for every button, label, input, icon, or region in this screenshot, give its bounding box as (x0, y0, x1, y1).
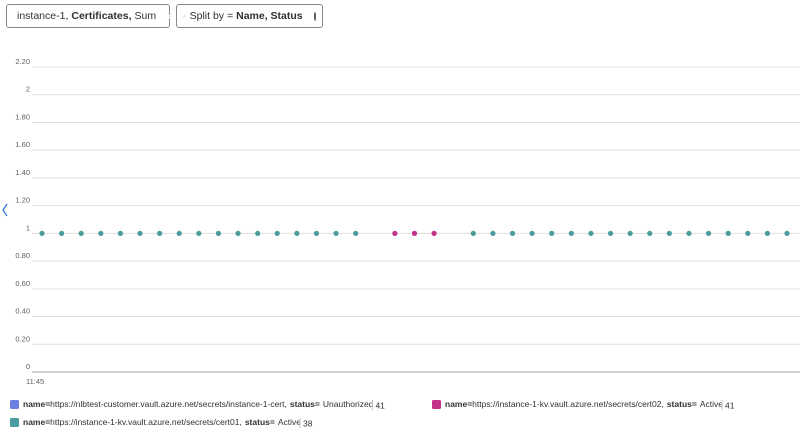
y-tick-label: 0 (26, 362, 30, 371)
scroll-left[interactable] (2, 203, 8, 217)
point (549, 230, 555, 236)
point (313, 230, 320, 236)
point (353, 230, 359, 236)
y-tick-label: 0.40 (15, 307, 30, 316)
point (725, 230, 731, 236)
y-tick-label: 2.20 (15, 57, 30, 66)
point (588, 230, 594, 236)
point (215, 230, 222, 236)
point (705, 230, 712, 236)
pill-bold: Certificates, (71, 10, 132, 22)
point (137, 230, 143, 236)
point (784, 230, 790, 236)
legend-name: https://nlbtest-customer.vault.azure.net… (50, 399, 287, 409)
point (509, 230, 516, 236)
point (529, 230, 535, 236)
legend-label: name=https://instance-1-kv.vault.azure.n… (23, 417, 301, 427)
legend-name: https://instance-1-kv.vault.azure.net/se… (472, 399, 664, 409)
point (764, 230, 770, 236)
point (490, 230, 496, 236)
point (255, 230, 261, 236)
split-pill[interactable]: Split by = Name, Status (176, 4, 323, 28)
point (78, 230, 84, 236)
point (117, 230, 124, 236)
point (59, 230, 65, 236)
legend-key: status= (290, 399, 320, 409)
y-tick-label: 1.60 (15, 140, 30, 149)
legend-status: Unauthorized (323, 399, 374, 409)
legend-label: name=https://nlbtest-customer.vault.azur… (23, 399, 374, 409)
legend-swatch (10, 418, 19, 427)
point (235, 230, 241, 236)
x-tick-label: 11:45 (26, 377, 44, 386)
point (568, 230, 574, 236)
point (157, 230, 163, 236)
point (647, 230, 653, 236)
legend-label: name=https://instance-1-kv.vault.azure.n… (445, 399, 723, 409)
legend-key: name= (23, 399, 50, 409)
y-tick-label: 1.40 (15, 168, 30, 177)
legend-total: 38 (303, 418, 313, 428)
y-tick-label: 1 (26, 223, 30, 232)
point (627, 230, 633, 236)
legend-swatch (10, 400, 19, 409)
point (686, 230, 692, 236)
metric-pill[interactable]: instance-1, Certificates, Sum (6, 4, 170, 28)
point (666, 230, 672, 236)
legend-total: 41 (725, 400, 735, 410)
legend-key: name= (445, 399, 472, 409)
split-icon (183, 14, 186, 18)
remove-button[interactable] (313, 11, 316, 21)
point (196, 230, 202, 236)
point (176, 230, 182, 236)
point (745, 230, 751, 236)
pill-text: instance-1, (17, 10, 69, 22)
point (333, 230, 339, 236)
legend-total: 41 (375, 400, 385, 410)
point (294, 230, 300, 236)
point (274, 230, 280, 236)
legend-name: https://instance-1-kv.vault.azure.net/se… (50, 417, 242, 427)
y-tick-label: 0.80 (15, 251, 30, 260)
point (392, 230, 398, 236)
legend-swatch (432, 400, 441, 409)
point (607, 230, 614, 236)
y-tick-label: 2 (26, 85, 30, 94)
pill-text: Split by = (189, 10, 234, 22)
point (431, 230, 437, 236)
point (39, 230, 45, 236)
point (411, 230, 418, 236)
y-tick-label: 1.20 (15, 196, 30, 205)
pill-bold: Name, Status (236, 10, 303, 22)
legend-status: Active (700, 399, 723, 409)
y-tick-label: 1.80 (15, 112, 30, 121)
y-tick-label: 0.60 (15, 279, 30, 288)
point (470, 230, 476, 236)
legend-key: status= (667, 399, 697, 409)
legend-status: Active (278, 417, 301, 427)
legend-key: status= (245, 417, 275, 427)
point (98, 230, 104, 236)
y-tick-label: 0.20 (15, 334, 30, 343)
pill-text: Sum (134, 10, 157, 22)
legend-key: name= (23, 417, 50, 427)
